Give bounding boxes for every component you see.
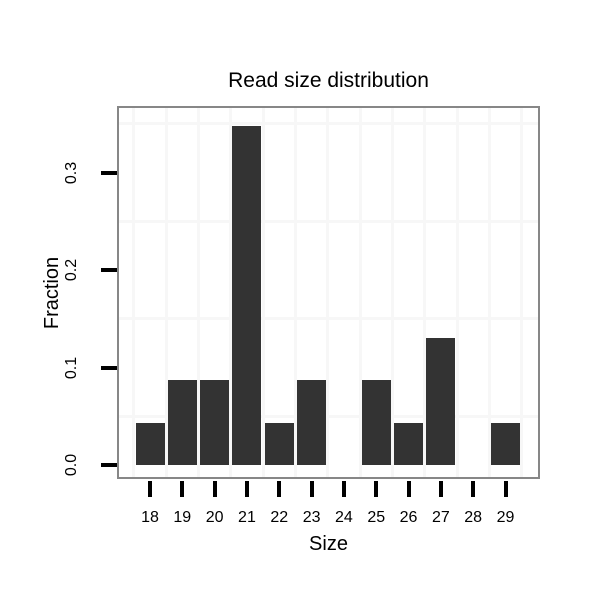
x-axis-tick [374,481,379,497]
y-axis-title: Fraction [40,256,63,330]
x-axis-tick-label: 29 [496,509,515,526]
y-axis-tick [101,463,117,467]
bar-26 [394,423,424,465]
gridline-horizontal [119,122,538,126]
x-axis-tick-label: 20 [205,509,224,526]
y-axis-tick-label: 0.1 [63,356,80,379]
x-axis-tick-label: 27 [431,509,450,526]
x-axis-tick [277,481,282,497]
y-axis-tick [101,365,117,370]
gridline-vertical [261,108,265,477]
chart-title: Read size distribution [228,69,429,92]
gridline-vertical [455,108,459,477]
gridline-horizontal [119,317,538,321]
bar-19 [167,380,197,465]
x-axis-tick [244,481,249,497]
x-axis-tick-label: 25 [367,509,386,526]
bar-22 [264,423,294,465]
gridline-vertical [293,108,297,477]
plot-panel [117,106,540,479]
gridline-vertical [132,108,136,477]
x-axis-tick [148,481,152,497]
bar-21 [232,126,262,465]
gridline-vertical [164,108,168,477]
x-axis-tick-label: 18 [141,509,159,526]
bar-29 [491,423,521,465]
gridline-vertical [229,108,233,477]
bar-23 [297,380,327,465]
x-axis-title: Size [309,533,348,555]
x-axis-tick-label: 21 [238,509,256,526]
x-axis-tick [438,481,443,497]
x-axis-tick-label: 26 [399,509,418,526]
y-axis-tick [101,170,117,175]
gridline-horizontal [119,414,538,418]
bar-27 [426,338,456,465]
y-axis-tick-label: 0.2 [63,258,80,282]
gridline-vertical [520,108,524,477]
x-axis-tick-label: 28 [464,509,483,526]
x-axis-tick [341,481,346,497]
bar-18 [135,423,165,465]
bar-25 [361,380,391,465]
x-axis-tick-label: 23 [302,509,321,526]
x-axis-tick [503,481,508,497]
gridline-vertical [358,108,362,477]
y-axis-tick-label: 0.3 [63,161,80,184]
x-axis-tick [406,481,411,497]
gridline-vertical [390,108,394,477]
gridline-vertical [423,108,427,477]
y-axis-tick-label: 0.0 [63,453,80,477]
y-axis-tick [101,268,117,272]
gridline-vertical [326,108,330,477]
bar-20 [200,380,230,465]
gridline-vertical [196,108,200,477]
x-axis-tick [309,481,314,497]
x-axis-tick [471,481,476,497]
x-axis-tick [180,481,185,497]
gridline-vertical [487,108,491,477]
x-axis-tick-label: 24 [335,509,353,526]
x-axis-tick-label: 22 [270,509,289,526]
x-axis-tick-label: 19 [173,509,192,526]
x-axis-tick [212,481,217,497]
gridline-horizontal [119,219,538,223]
